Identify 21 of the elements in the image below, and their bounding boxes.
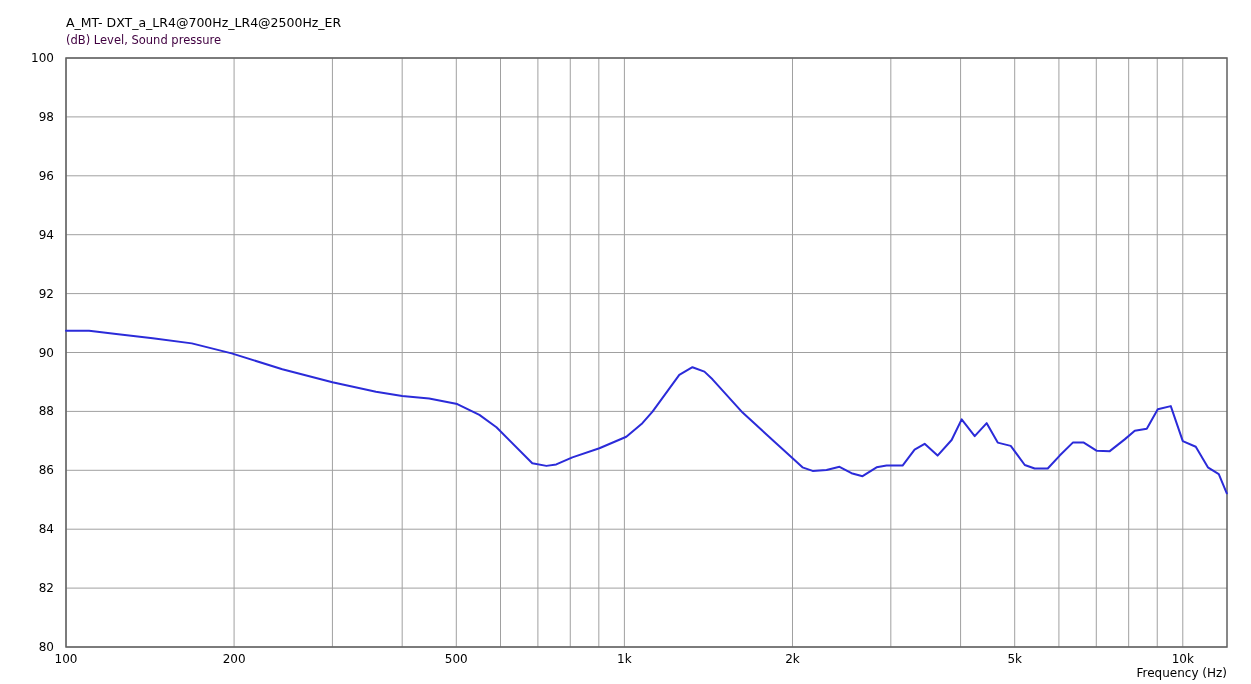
x-tick-label: 1k — [617, 652, 632, 666]
y-tick-label: 94 — [38, 227, 54, 242]
y-tick-label: 100 — [31, 51, 54, 65]
y-tick-label: 86 — [38, 463, 54, 478]
x-tick-label: 5k — [1007, 652, 1023, 666]
x-tick-label: 200 — [222, 652, 246, 666]
y-tick-label: 84 — [38, 522, 54, 537]
y-tick-label: 92 — [38, 286, 54, 301]
x-tick-label: 100 — [54, 652, 78, 666]
y-axis-title: (dB) Level, Sound pressure — [66, 33, 222, 47]
y-tick-label: 88 — [38, 404, 54, 419]
y-tick-label: 80 — [38, 640, 54, 654]
x-tick-label: 2k — [785, 652, 800, 666]
x-tick-label: 10k — [1171, 652, 1194, 666]
y-tick-label: 82 — [38, 581, 54, 596]
y-tick-label: 90 — [38, 345, 54, 360]
x-axis-title: Frequency (Hz) — [1136, 666, 1227, 680]
chart-title: A_MT- DXT_a_LR4@700Hz_LR4@2500Hz_ER — [66, 15, 342, 30]
y-tick-label: 96 — [38, 168, 54, 183]
y-tick-label: 98 — [38, 109, 54, 124]
x-tick-label: 500 — [444, 652, 468, 666]
